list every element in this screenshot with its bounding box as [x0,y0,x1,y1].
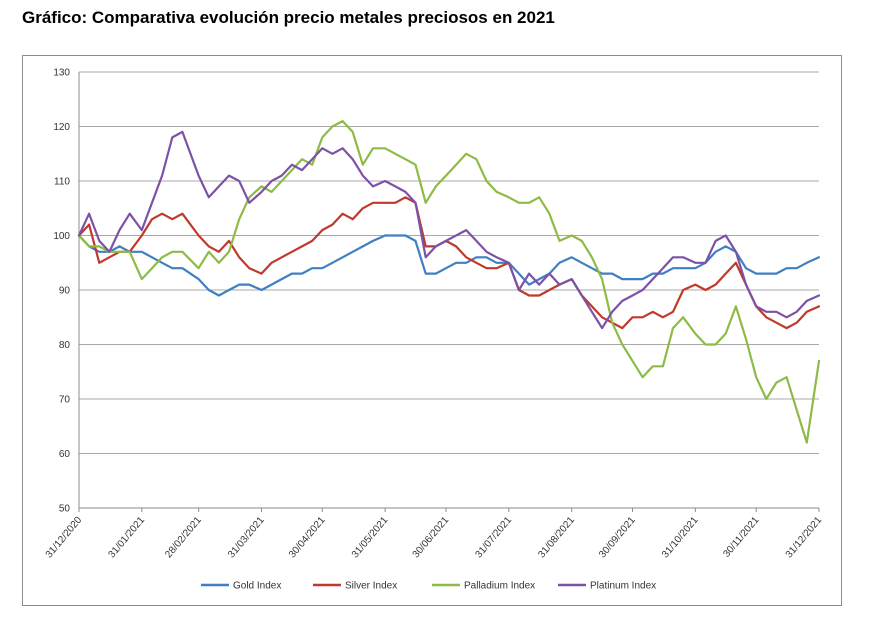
series-line-gold-index [77,234,821,297]
x-tick-label: 31/07/2021 [474,515,515,561]
y-tick-label: 130 [53,68,70,79]
x-axis-ticks: 31/12/2020 31/01/2021 28/02/2021 31/03/2021… [44,508,825,560]
y-tick-label: 100 [53,231,70,242]
y-tick-label: 110 [54,177,70,188]
y-tick-label: 50 [59,504,71,515]
legend-label: Palladium Index [464,581,535,592]
x-tick-label: 31/05/2021 [350,515,391,561]
legend-item: Palladium Index [432,581,535,592]
x-tick-label: 30/04/2021 [287,515,328,561]
legend-label: Platinum Index [590,581,656,592]
y-tick-label: 90 [59,286,71,297]
x-tick-label: 31/03/2021 [226,515,267,561]
y-tick-label: 60 [59,449,71,460]
series-line-platinum-index [77,130,821,330]
chart-frame [22,55,842,606]
x-tick-label: 31/10/2021 [660,515,701,561]
x-tick-label: 31/12/2020 [44,515,85,561]
y-tick-label: 70 [59,395,71,406]
legend-label: Gold Index [233,581,281,592]
series-line-silver-index [77,196,821,330]
gridlines [78,71,819,509]
chart-title: Gráfico: Comparativa evolución precio me… [22,8,555,27]
x-tick-label: 30/06/2021 [411,515,452,561]
legend-label: Silver Index [345,581,397,592]
x-tick-label: 31/08/2021 [536,515,577,561]
legend-item: Platinum Index [558,581,656,592]
x-tick-label: 30/09/2021 [597,515,638,561]
series-line-palladium-index [77,119,821,444]
legend-item: Gold Index [201,581,281,592]
legend: Gold Index Silver Index Palladium Index Pla… [201,581,656,592]
legend-item: Silver Index [313,581,397,592]
y-axis-ticks: 50 60 70 80 90 100 110 120 130 [53,68,70,515]
x-tick-label: 31/12/2021 [784,515,825,561]
x-tick-label: 28/02/2021 [163,515,204,561]
x-tick-label: 31/01/2021 [107,515,148,561]
series-lines [77,119,821,444]
x-tick-label: 30/11/2021 [721,515,761,560]
y-tick-label: 120 [53,122,70,133]
y-tick-label: 80 [59,340,71,351]
